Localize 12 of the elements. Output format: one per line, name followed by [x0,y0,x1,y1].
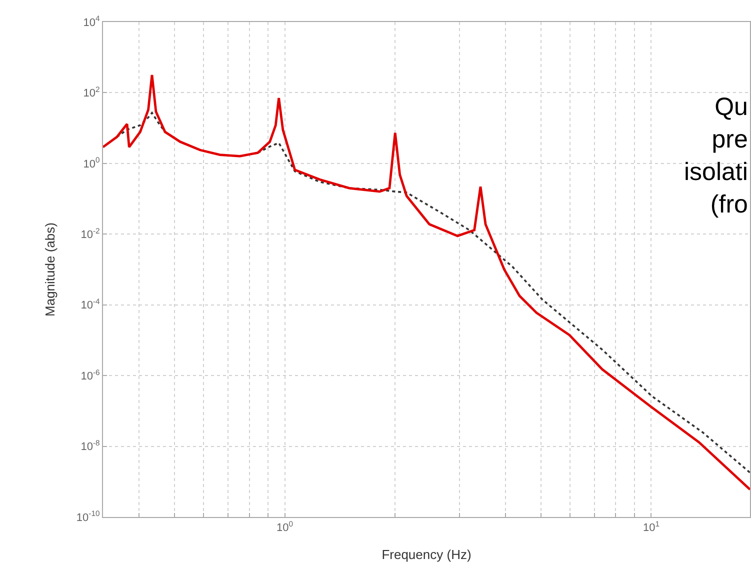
y-tick-label: 10$^{-8}$ [80,438,100,454]
x-axis-title: Frequency (Hz) [382,546,472,562]
x-tick-label: 10$^{1}$ [642,520,660,534]
y-tick-label: 10$^{-10}$ [76,509,100,524]
y-tick-label: 10$^{4}$ [83,14,101,29]
y-tick-label: 10$^{-4}$ [80,297,101,312]
y-tick-label: 10$^{-2}$ [80,226,100,241]
y-axis-title: Magnitude (abs) [42,222,58,316]
y-tick-label: 10$^{0}$ [83,156,100,170]
y-tick-label: 10$^{-6}$ [80,368,100,382]
y-tick-label: 10$^{2}$ [83,84,100,100]
annotation: Qu pre isolati (fro [684,93,748,218]
